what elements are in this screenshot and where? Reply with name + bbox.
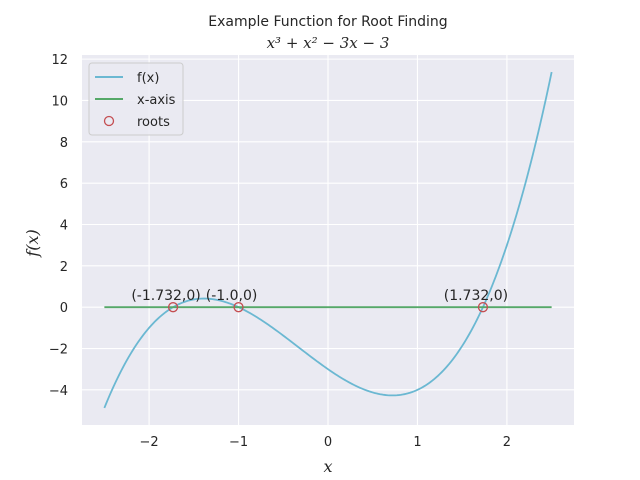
x-tick-labels: −2 −1 0 1 2 (140, 435, 512, 450)
x-tick-label: −2 (140, 435, 159, 450)
x-axis-label: x (323, 457, 332, 476)
y-tick-label: 4 (60, 218, 68, 233)
legend: f(x) x-axis roots (88, 62, 184, 136)
annotations: (-1.732,0) (-1.0,0) (1.732,0) (131, 288, 508, 304)
y-tick-label: 8 (60, 136, 68, 151)
root-annotation: (1.732,0) (444, 288, 508, 304)
legend-box (88, 62, 184, 136)
chart-subtitle: x³ + x² − 3x − 3 (267, 34, 390, 52)
y-tick-label: 6 (60, 177, 68, 192)
legend-label-fx: f(x) (137, 71, 159, 86)
y-tick-label: 10 (51, 94, 68, 109)
root-point (477, 302, 489, 313)
legend-swatch-roots (103, 115, 115, 127)
y-tick-label: −2 (49, 343, 68, 358)
y-axis-label: f(x) (23, 229, 42, 257)
legend-label-x-axis: x-axis (137, 93, 176, 108)
series-line-fx (103, 71, 553, 409)
x-tick-label: −1 (229, 435, 248, 450)
x-tick-label: 0 (324, 435, 332, 450)
x-tick-label: 2 (503, 435, 511, 450)
y-tick-label: 12 (51, 53, 68, 68)
legend-label-roots: roots (137, 115, 170, 130)
root-annotation: (-1.0,0) (206, 288, 258, 304)
series-layer (103, 71, 553, 409)
chart-title: Example Function for Root Finding (208, 14, 447, 30)
y-tick-label: 2 (60, 260, 68, 275)
root-point (167, 302, 179, 313)
y-tick-label: 0 (60, 301, 68, 316)
root-point (233, 302, 244, 313)
y-tick-labels: −4 −2 0 2 4 6 8 10 12 (49, 53, 68, 399)
y-tick-label: −4 (49, 384, 68, 399)
root-annotation: (-1.732,0) (131, 288, 200, 304)
x-tick-label: 1 (413, 435, 421, 450)
